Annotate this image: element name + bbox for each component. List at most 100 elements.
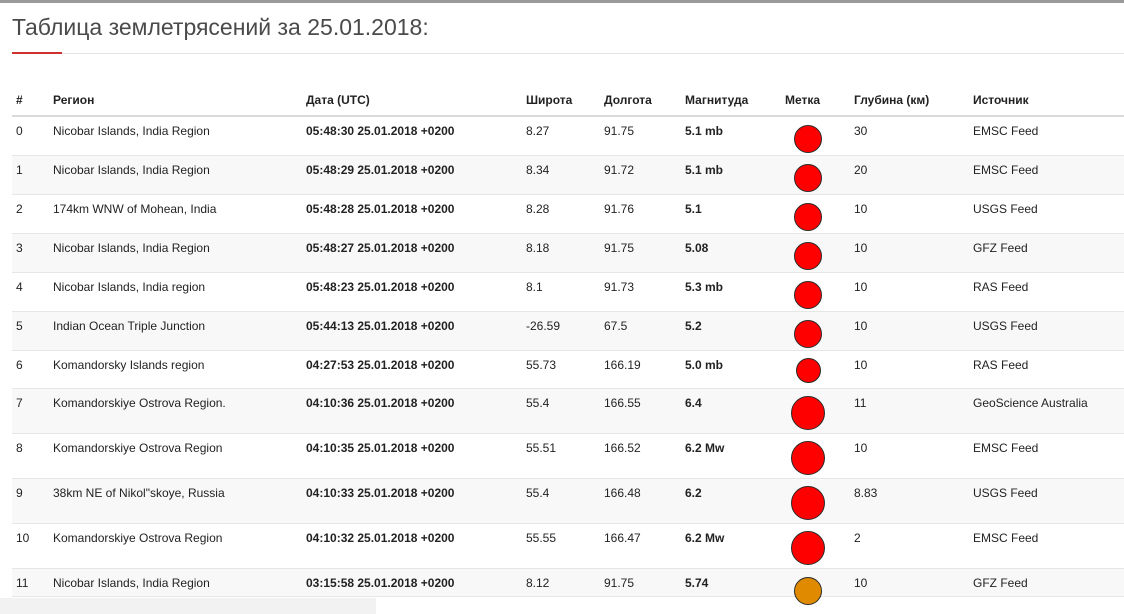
cell-num-text: 7 <box>16 396 23 410</box>
cell-magnitude-text: 6.2 <box>685 486 702 500</box>
cell-latitude-text: 8.27 <box>526 124 550 138</box>
cell-magnitude: 5.1 <box>685 194 779 234</box>
cell-longitude-text: 166.55 <box>604 396 641 410</box>
table-row: 9 38km NE of Nikol"skoye, Russia 04:10:33 … <box>12 478 1124 524</box>
table-row: 3 Nicobar Islands, India Region 05:48:27 2… <box>12 233 1124 273</box>
cell-latitude: -26.59 <box>526 311 604 351</box>
cell-date-text: 05:48:29 25.01.2018 +0200 <box>306 163 455 177</box>
cell-date-text: 05:44:13 25.01.2018 +0200 <box>306 319 455 333</box>
cell-date: 05:48:30 25.01.2018 +0200 <box>306 116 526 156</box>
cell-magnitude: 5.2 <box>685 311 779 351</box>
cell-region-text: Nicobar Islands, India Region <box>53 163 210 177</box>
cell-source: USGS Feed <box>973 311 1124 351</box>
cell-source: USGS Feed <box>973 478 1124 524</box>
magnitude-marker-icon <box>794 577 822 605</box>
table-row: 11 Nicobar Islands, India Region 03:15:58 … <box>12 568 1124 605</box>
title-divider <box>12 53 1124 54</box>
cell-num: 4 <box>12 272 53 312</box>
cell-latitude-text: 55.55 <box>526 531 557 545</box>
cell-date-text: 04:10:36 25.01.2018 +0200 <box>306 396 455 410</box>
cell-magnitude-text: 5.08 <box>685 241 709 255</box>
cell-depth-text: 10 <box>854 358 868 372</box>
cell-magnitude-text: 6.2 Mw <box>685 441 725 455</box>
cell-region-text: Komandorskiye Ostrova Region <box>53 531 223 545</box>
cell-latitude-text: -26.59 <box>526 319 561 333</box>
cell-source-text: USGS Feed <box>973 319 1038 333</box>
table-row: 10 Komandorskiye Ostrova Region 04:10:32 2… <box>12 523 1124 569</box>
cell-magnitude: 6.2 Mw <box>685 523 779 569</box>
cell-longitude: 166.52 <box>604 433 685 479</box>
cell-longitude: 67.5 <box>604 311 685 351</box>
cell-source-text: RAS Feed <box>973 358 1029 372</box>
cell-depth: 10 <box>854 311 973 351</box>
cell-depth-text: 10 <box>854 241 868 255</box>
cell-region: Nicobar Islands, India Region <box>53 233 306 273</box>
cell-marker <box>779 478 854 524</box>
cell-region: Komandorskiye Ostrova Region <box>53 523 306 569</box>
page-title: Таблица землетрясений за 25.01.2018: <box>12 14 429 40</box>
cell-source-text: USGS Feed <box>973 486 1038 500</box>
cell-longitude: 166.55 <box>604 388 685 434</box>
cell-marker <box>779 311 854 351</box>
cell-date-text: 04:10:35 25.01.2018 +0200 <box>306 441 455 455</box>
cell-longitude-text: 91.76 <box>604 202 635 216</box>
table-row: 4 Nicobar Islands, India region 05:48:23 2… <box>12 272 1124 312</box>
cell-longitude-text: 67.5 <box>604 319 628 333</box>
cell-latitude: 8.12 <box>526 568 604 597</box>
cell-longitude-text: 91.75 <box>604 241 635 255</box>
cell-marker <box>779 116 854 156</box>
cell-marker <box>779 350 854 389</box>
cell-longitude: 166.48 <box>604 478 685 524</box>
cell-depth-text: 20 <box>854 163 868 177</box>
cell-source-text: GeoScience Australia <box>973 396 1088 410</box>
cell-region-text: Nicobar Islands, India Region <box>53 124 210 138</box>
table-row: 5 Indian Ocean Triple Junction 05:44:13 25… <box>12 311 1124 351</box>
cell-latitude: 8.34 <box>526 155 604 195</box>
cell-region-text: Komandorskiye Ostrova Region <box>53 441 223 455</box>
cell-num-text: 6 <box>16 358 23 372</box>
cell-num: 11 <box>12 568 53 597</box>
cell-longitude: 91.72 <box>604 155 685 195</box>
cell-source-text: EMSC Feed <box>973 531 1039 545</box>
cell-marker <box>779 523 854 569</box>
cell-magnitude-text: 5.3 mb <box>685 280 724 294</box>
cell-region-text: Indian Ocean Triple Junction <box>53 319 206 333</box>
cell-latitude: 55.4 <box>526 388 604 434</box>
cell-latitude-text: 55.4 <box>526 396 550 410</box>
cell-region: Nicobar Islands, India region <box>53 272 306 312</box>
cell-magnitude-text: 6.4 <box>685 396 702 410</box>
cell-magnitude: 5.0 mb <box>685 350 779 389</box>
cell-magnitude: 5.74 <box>685 568 779 597</box>
cell-date-text: 04:10:32 25.01.2018 +0200 <box>306 531 455 545</box>
cell-num-text: 0 <box>16 124 23 138</box>
cell-source: EMSC Feed <box>973 155 1124 195</box>
cell-source-text: RAS Feed <box>973 280 1029 294</box>
cell-source-text: GFZ Feed <box>973 241 1028 255</box>
cell-depth-text: 2 <box>854 531 861 545</box>
cell-source: EMSC Feed <box>973 433 1124 479</box>
cell-source-text: EMSC Feed <box>973 441 1039 455</box>
cell-date: 03:15:58 25.01.2018 +0200 <box>306 568 526 597</box>
magnitude-marker-icon <box>794 242 822 270</box>
cell-longitude: 91.76 <box>604 194 685 234</box>
cell-longitude: 166.19 <box>604 350 685 389</box>
magnitude-marker-icon <box>791 531 825 565</box>
magnitude-marker-icon <box>794 203 822 231</box>
magnitude-marker-icon <box>794 164 822 192</box>
cell-magnitude-text: 5.74 <box>685 576 709 590</box>
cell-num-text: 4 <box>16 280 23 294</box>
magnitude-marker-icon <box>794 281 822 309</box>
cell-depth: 10 <box>854 350 973 389</box>
cell-longitude: 91.75 <box>604 233 685 273</box>
cell-region: Komandorskiye Ostrova Region. <box>53 388 306 434</box>
cell-longitude-text: 91.75 <box>604 576 635 590</box>
table-row: 1 Nicobar Islands, India Region 05:48:29 2… <box>12 155 1124 195</box>
cell-num: 1 <box>12 155 53 195</box>
cell-num-text: 3 <box>16 241 23 255</box>
cell-magnitude-text: 5.1 mb <box>685 124 724 138</box>
cell-longitude: 91.75 <box>604 116 685 156</box>
cell-date-text: 05:48:27 25.01.2018 +0200 <box>306 241 455 255</box>
cell-marker <box>779 155 854 195</box>
top-border <box>0 0 1124 3</box>
cell-region: Nicobar Islands, India Region <box>53 568 306 597</box>
